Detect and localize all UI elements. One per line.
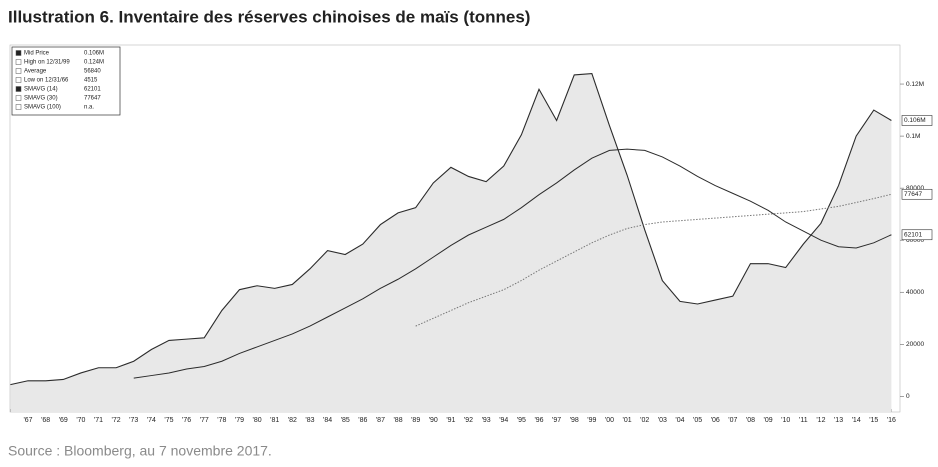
legend-value: 56840: [84, 69, 101, 75]
legend-label: SMAVG (30): [24, 96, 58, 102]
chart-title: Illustration 6. Inventaire des réserves …: [8, 7, 530, 26]
x-tick-label: '85: [341, 417, 350, 424]
x-tick-label: '08: [746, 417, 755, 424]
x-tick-label: '93: [482, 417, 491, 424]
x-tick-label: '13: [834, 417, 843, 424]
x-tick-label: '12: [816, 417, 825, 424]
legend-label: Average: [24, 69, 47, 75]
value-tag-label: 0.106M: [904, 117, 926, 124]
x-tick-label: '96: [534, 417, 543, 424]
value-tag: [901, 188, 933, 200]
line: [10, 73, 892, 386]
x-tick-label: '84: [323, 417, 332, 424]
x-tick-label: '92: [464, 417, 473, 424]
legend-label: High on 12/31/99: [24, 60, 70, 66]
legend-swatch: [15, 68, 22, 74]
x-tick-label: '89: [411, 417, 420, 424]
x-tick-label: '71: [94, 417, 103, 424]
x-tick-label: '10: [781, 417, 790, 424]
x-tick-label: '80: [253, 417, 262, 424]
y-tick-label: 80000: [906, 185, 924, 192]
value-tag: [901, 115, 933, 126]
y-tick-label: 40000: [906, 289, 924, 296]
legend-value: 77647: [84, 96, 101, 102]
value-tag-label: 77647: [904, 191, 922, 198]
legend-value: 0.124M: [84, 60, 104, 66]
x-tick-label: '97: [552, 417, 561, 424]
x-tick-label: '11: [799, 417, 808, 424]
legend-swatch: [15, 50, 22, 56]
x-tick-label: '14: [852, 417, 861, 424]
x-tick-label: '07: [728, 417, 737, 424]
value-tag-label: 62101: [904, 231, 922, 238]
x-tick-label: '02: [640, 417, 649, 424]
x-tick-label: '94: [499, 417, 508, 424]
legend-swatch: [15, 59, 22, 65]
legend-swatch: [15, 86, 22, 92]
x-tick-label: '91: [446, 417, 455, 424]
legend-swatch: [15, 77, 22, 83]
legend-label: Mid Price: [24, 51, 50, 57]
x-tick-label: '78: [217, 417, 226, 424]
x-tick-label: '03: [658, 417, 667, 424]
legend-label: SMAVG (14): [24, 87, 58, 93]
x-tick-label: '75: [164, 417, 173, 424]
x-tick-label: '76: [182, 417, 191, 424]
x-tick-label: '77: [200, 417, 209, 424]
x-tick-label: '95: [517, 417, 526, 424]
legend-value: 0.106M: [84, 51, 104, 57]
source-note: Source : Bloomberg, au 7 novembre 2017.: [8, 443, 272, 459]
x-tick-label: '83: [305, 417, 314, 424]
x-tick-label: '99: [587, 417, 596, 424]
legend-swatch: [15, 95, 22, 101]
y-tick-label: 0.12M: [906, 81, 924, 88]
x-tick-label: '70: [76, 417, 85, 424]
y-tick-label: 20000: [906, 341, 924, 348]
value-tag: [901, 229, 933, 241]
x-tick-label: '87: [376, 417, 385, 424]
legend-value: 62101: [84, 87, 101, 93]
legend-value: 4515: [84, 78, 98, 84]
area: [10, 73, 892, 413]
x-tick-label: '86: [358, 417, 367, 424]
x-tick-label: '79: [235, 417, 244, 424]
x-tick-label: '01: [623, 417, 632, 424]
y-tick-label: 60000: [906, 237, 924, 244]
x-tick-label: '16: [887, 417, 896, 424]
x-tick-label: '04: [675, 417, 684, 424]
x-tick-label: '68: [41, 417, 50, 424]
x-tick-label: '09: [763, 417, 772, 424]
legend-value: n.a.: [84, 105, 94, 111]
x-tick-label: '73: [129, 417, 138, 424]
x-tick-label: '81: [270, 417, 279, 424]
y-tick-label: 0: [906, 393, 910, 400]
legend-label: Low on 12/31/66: [24, 78, 69, 84]
legend-box: [11, 46, 121, 116]
x-tick-label: '67: [23, 417, 32, 424]
x-tick-label: '00: [605, 417, 614, 424]
x-tick-label: '05: [693, 417, 702, 424]
x-tick-label: '69: [59, 417, 68, 424]
x-tick-label: '88: [393, 417, 402, 424]
x-tick-label: '98: [570, 417, 579, 424]
x-tick-label: '06: [711, 417, 720, 424]
x-tick-label: '82: [288, 417, 297, 424]
legend-swatch: [15, 104, 22, 110]
x-tick-label: '90: [429, 417, 438, 424]
legend-label: SMAVG (100): [24, 105, 61, 111]
y-tick-label: 0.1M: [906, 133, 920, 140]
x-tick-label: '74: [147, 417, 156, 424]
x-tick-label: '72: [112, 417, 121, 424]
x-tick-label: '15: [869, 417, 878, 424]
line: [133, 148, 892, 379]
